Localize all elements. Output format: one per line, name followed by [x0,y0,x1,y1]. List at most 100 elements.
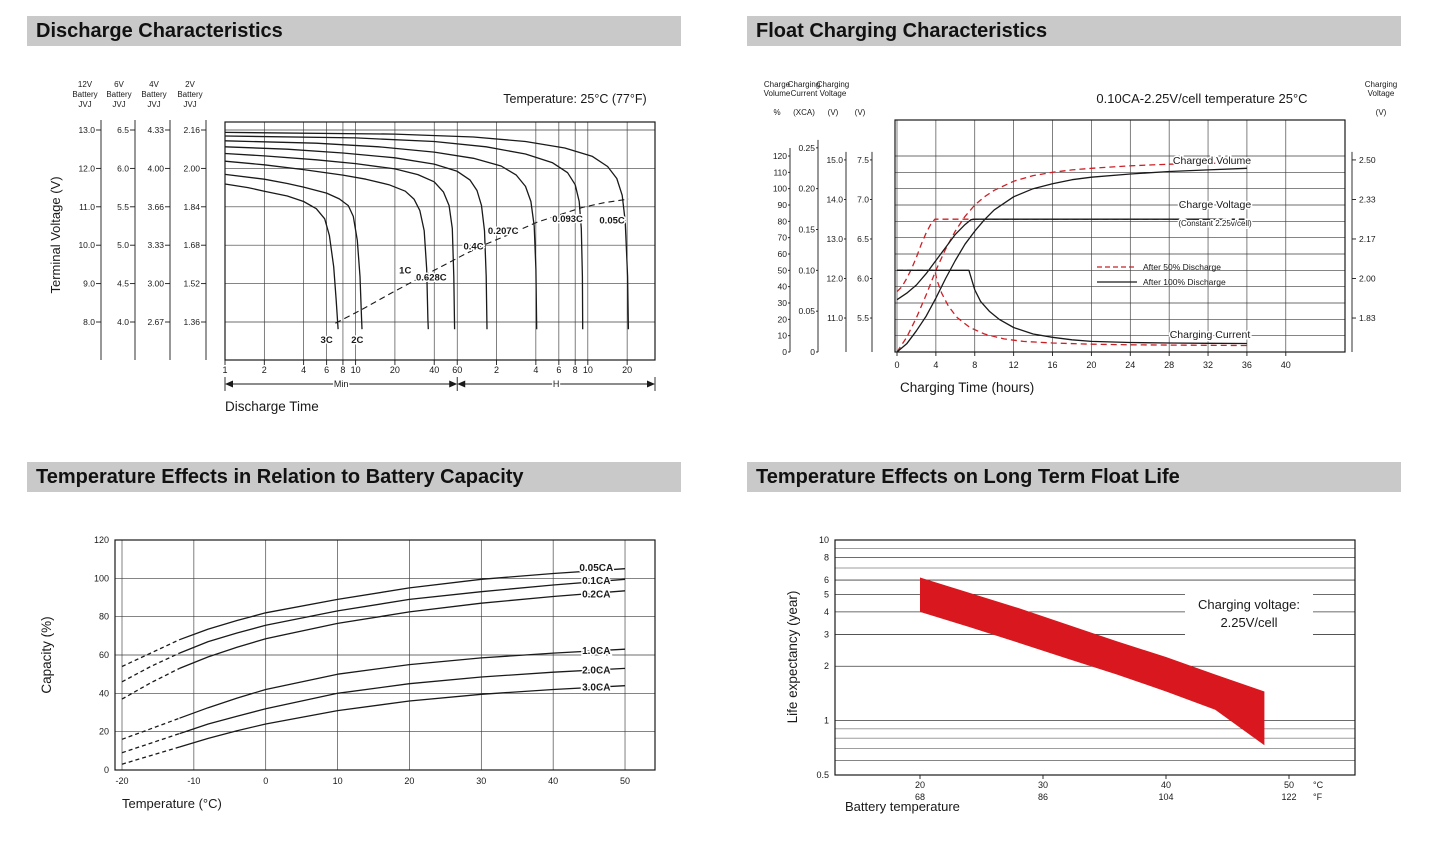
svg-text:5.5: 5.5 [117,202,129,212]
svg-text:0: 0 [782,347,787,357]
svg-text:0.25: 0.25 [798,143,815,153]
svg-text:8: 8 [824,552,829,562]
svg-text:30: 30 [1038,780,1048,790]
svg-text:122: 122 [1281,792,1296,802]
svg-text:0.093C: 0.093C [552,214,583,225]
svg-text:8: 8 [340,365,345,375]
svg-text:24: 24 [1125,360,1135,370]
svg-text:1.52: 1.52 [183,279,200,289]
svg-text:50: 50 [1284,780,1294,790]
svg-text:32: 32 [1203,360,1213,370]
svg-text:-10: -10 [187,776,200,786]
svg-text:40: 40 [1161,780,1171,790]
svg-text:4: 4 [933,360,938,370]
svg-text:-20: -20 [115,776,128,786]
svg-text:90: 90 [778,200,788,210]
svg-text:Battery: Battery [141,90,166,99]
svg-text:3: 3 [824,629,829,639]
svg-text:60: 60 [452,365,462,375]
svg-text:4.5: 4.5 [117,279,129,289]
svg-text:°F: °F [1313,792,1323,802]
svg-text:20: 20 [778,314,788,324]
svg-text:2.17: 2.17 [1359,234,1376,244]
svg-text:0.15: 0.15 [798,225,815,235]
svg-text:Charging Time (hours): Charging Time (hours) [900,380,1034,395]
panel-title-float-life: Temperature Effects on Long Term Float L… [756,466,1180,488]
svg-text:7.0: 7.0 [857,194,869,204]
panel-header-float-life: Temperature Effects on Long Term Float L… [747,462,1401,492]
svg-text:60: 60 [99,650,109,660]
svg-text:1: 1 [222,365,227,375]
svg-text:Voltage: Voltage [1368,89,1395,98]
svg-text:Charged Volume: Charged Volume [1173,155,1251,167]
svg-text:10: 10 [778,331,788,341]
svg-text:10.0: 10.0 [78,240,95,250]
svg-text:20: 20 [99,727,109,737]
svg-text:6.0: 6.0 [857,274,869,284]
svg-text:1: 1 [824,716,829,726]
svg-text:4.0: 4.0 [117,317,129,327]
svg-text:30: 30 [778,298,788,308]
panel-header-float-charging: Float Charging Characteristics [747,16,1401,46]
svg-text:2V: 2V [185,80,195,89]
svg-text:30: 30 [476,776,486,786]
svg-text:20: 20 [1086,360,1096,370]
svg-text:6.0: 6.0 [117,163,129,173]
svg-text:0.4C: 0.4C [464,241,484,252]
svg-text:2: 2 [824,661,829,671]
svg-text:13.0: 13.0 [826,234,843,244]
svg-text:50: 50 [778,265,788,275]
svg-text:Voltage: Voltage [820,89,847,98]
svg-text:86: 86 [1038,792,1048,802]
svg-text:2.25V/cell: 2.25V/cell [1220,615,1277,630]
svg-text:5.5: 5.5 [857,313,869,323]
svg-text:(V): (V) [855,108,866,117]
svg-text:5: 5 [824,589,829,599]
svg-text:0.1CA: 0.1CA [582,576,610,587]
svg-text:60: 60 [778,249,788,259]
svg-text:0.05: 0.05 [798,306,815,316]
svg-text:15.0: 15.0 [826,155,843,165]
svg-text:80: 80 [778,216,788,226]
svg-text:104: 104 [1158,792,1173,802]
svg-text:Battery: Battery [106,90,131,99]
svg-text:After 50% Discharge: After 50% Discharge [1143,262,1221,272]
svg-text:100: 100 [94,573,109,583]
svg-text:Terminal Voltage (V): Terminal Voltage (V) [48,176,63,293]
svg-text:Charging Current: Charging Current [1170,329,1251,341]
svg-text:40: 40 [99,688,109,698]
svg-text:4V: 4V [149,80,159,89]
svg-text:(V): (V) [828,108,839,117]
svg-text:11.0: 11.0 [827,313,843,323]
svg-text:Battery: Battery [177,90,202,99]
svg-text:4: 4 [301,365,306,375]
svg-text:4.00: 4.00 [147,163,164,173]
svg-text:12.0: 12.0 [826,274,843,284]
svg-text:1.36: 1.36 [183,317,200,327]
svg-text:2.00: 2.00 [183,163,200,173]
svg-text:0.628C: 0.628C [416,273,447,284]
svg-text:40: 40 [548,776,558,786]
svg-text:40: 40 [429,365,439,375]
svg-text:Charging: Charging [1365,80,1397,89]
svg-text:Discharge Time: Discharge Time [225,399,319,414]
svg-text:8: 8 [573,365,578,375]
svg-text:0.10CA-2.25V/cell temperature: 0.10CA-2.25V/cell temperature 25°C [1096,91,1307,106]
svg-text:%: % [773,108,780,117]
svg-text:1C: 1C [399,265,411,276]
svg-text:2: 2 [262,365,267,375]
svg-text:70: 70 [778,233,788,243]
svg-text:3.66: 3.66 [147,202,164,212]
svg-text:Capacity (%): Capacity (%) [39,616,54,693]
svg-text:2.67: 2.67 [147,317,164,327]
svg-text:Life expectancy (year): Life expectancy (year) [785,591,800,724]
svg-text:6: 6 [324,365,329,375]
svg-text:2.33: 2.33 [1359,194,1376,204]
svg-text:(Constant 2.25v/cell): (Constant 2.25v/cell) [1178,219,1252,228]
svg-text:3.00: 3.00 [147,279,164,289]
svg-text:3.0CA: 3.0CA [582,683,610,694]
svg-text:0: 0 [104,765,109,775]
svg-text:1.0CA: 1.0CA [582,646,610,657]
svg-text:2.16: 2.16 [183,125,200,135]
svg-text:40: 40 [778,282,788,292]
